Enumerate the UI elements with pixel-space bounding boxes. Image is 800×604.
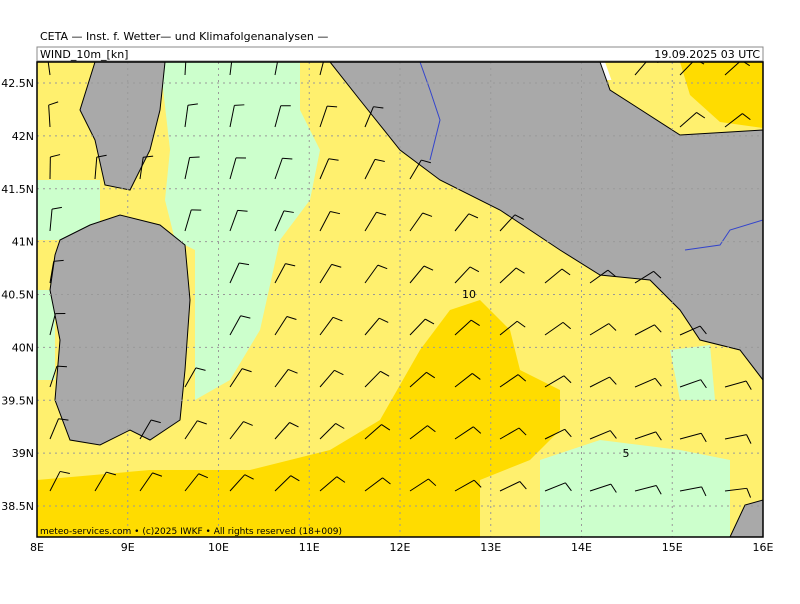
wind-barb-flag <box>233 52 243 53</box>
contour-label: 10 <box>462 288 476 301</box>
wind-barb-flag <box>57 366 67 367</box>
lat-label: 39.5N <box>1 394 34 407</box>
lon-label: 13E <box>480 541 501 554</box>
lon-label: 10E <box>208 541 229 554</box>
sardinia <box>50 215 190 445</box>
wind-barb-flag <box>186 51 196 53</box>
lat-label: 40N <box>12 341 34 354</box>
lon-label: 15E <box>662 541 683 554</box>
calm-zone <box>540 440 730 537</box>
title: CETA — Inst. f. Wetter— und Klimafolgena… <box>40 30 328 43</box>
product: WIND_10m_[kn] <box>40 48 128 61</box>
lat-label: 42.5N <box>1 77 34 90</box>
lon-label: 14E <box>571 541 592 554</box>
lat-label: 38.5N <box>1 500 34 513</box>
lat-label: 42N <box>12 130 34 143</box>
wind-barb-flag <box>327 106 337 107</box>
map-area <box>37 49 763 537</box>
lon-label: 12E <box>390 541 411 554</box>
lon-label: 8E <box>30 541 44 554</box>
wind-barb-flag <box>190 157 200 158</box>
footer: meteo-services.com • (c)2025 IWKF • All … <box>40 527 342 537</box>
lat-label: 40.5N <box>1 289 34 302</box>
contour-label: 5 <box>623 447 630 460</box>
lat-label: 41.5N <box>1 183 34 196</box>
lon-label: 9E <box>121 541 135 554</box>
lat-label: 39N <box>12 447 34 460</box>
lon-label: 11E <box>299 541 320 554</box>
lat-label: 41N <box>12 236 34 249</box>
wind-barb-flag <box>279 53 289 54</box>
wind-barb-flag <box>234 105 244 106</box>
lon-label: 16E <box>753 541 774 554</box>
valid-time: 19.09.2025 03 UTC <box>654 48 760 61</box>
